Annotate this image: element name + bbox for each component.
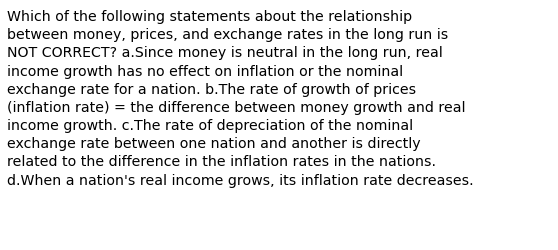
Text: Which of the following statements about the relationship
between money, prices, : Which of the following statements about … — [7, 10, 473, 187]
